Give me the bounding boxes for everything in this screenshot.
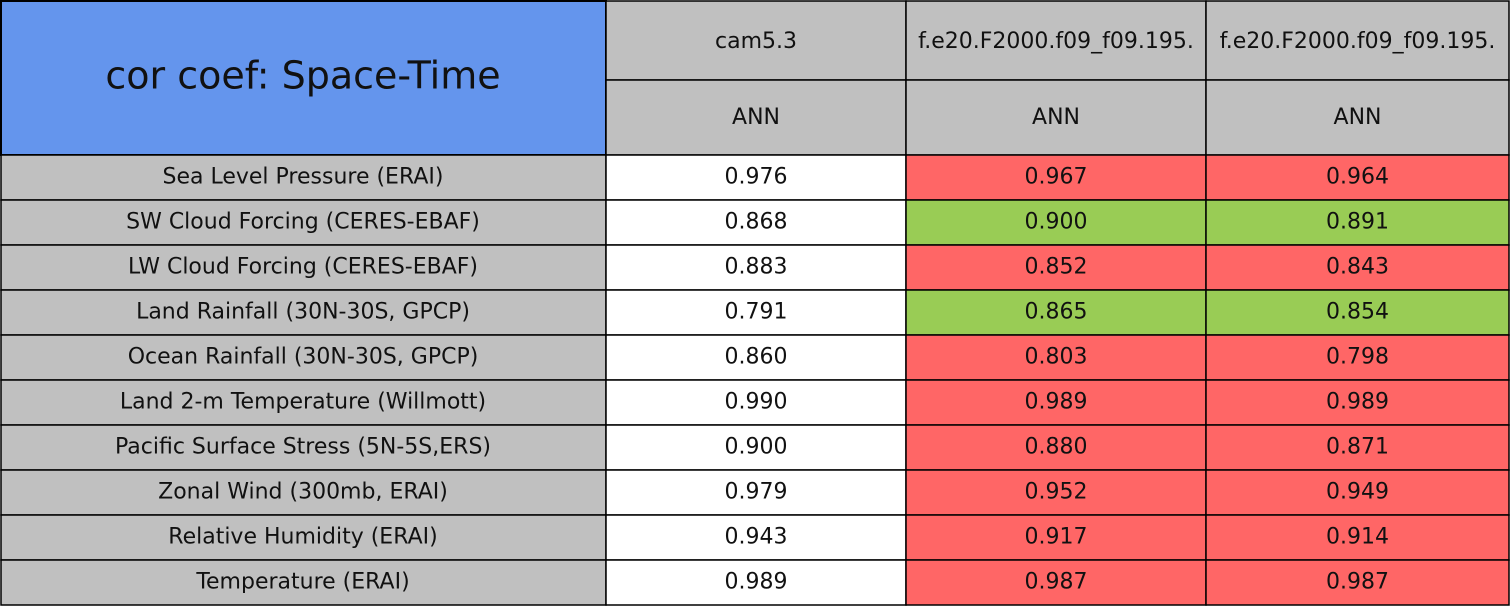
row-label: Ocean Rainfall (30N-30S, GPCP): [128, 345, 479, 370]
value-cell: [1205, 154, 1510, 201]
cell-value: 0.865: [1025, 300, 1088, 325]
row-label: SW Cloud Forcing (CERES-EBAF): [126, 210, 480, 235]
cell-value: 0.791: [725, 300, 788, 325]
column-season: ANN: [732, 105, 780, 130]
value-cell: [605, 334, 907, 381]
value-cell: [905, 289, 1207, 336]
header-cell: [605, 79, 907, 156]
cell-value: 0.979: [725, 480, 788, 505]
column-season: ANN: [1032, 105, 1080, 130]
value-cell: [605, 379, 907, 426]
header-cell: [905, 79, 1207, 156]
value-cell: [905, 154, 1207, 201]
value-cell: [605, 244, 907, 291]
cell-value: 0.843: [1326, 255, 1389, 280]
cell-value: 0.868: [725, 210, 788, 235]
value-cell: [1205, 379, 1510, 426]
cell-value: 0.976: [725, 165, 788, 190]
cell-value: 0.914: [1326, 525, 1389, 550]
row-label: LW Cloud Forcing (CERES-EBAF): [128, 255, 478, 280]
cell-value: 0.883: [725, 255, 788, 280]
table-title: cor coef: Space-Time: [105, 54, 500, 98]
value-cell: [905, 244, 1207, 291]
row-label: Land Rainfall (30N-30S, GPCP): [136, 300, 470, 325]
cell-value: 0.989: [1025, 390, 1088, 415]
cell-value: 0.880: [1025, 435, 1088, 460]
cell-value: 0.917: [1025, 525, 1088, 550]
value-cell: [1205, 244, 1510, 291]
row-label-cell: [0, 244, 607, 291]
cell-value: 0.949: [1326, 480, 1389, 505]
value-cell: [1205, 559, 1510, 606]
row-label: Land 2-m Temperature (Willmott): [120, 390, 486, 415]
title-cell: [0, 0, 607, 156]
row-label: Pacific Surface Stress (5N-5S,ERS): [115, 435, 491, 460]
row-label: Relative Humidity (ERAI): [168, 525, 437, 550]
cell-value: 0.967: [1025, 165, 1088, 190]
cell-value: 0.798: [1326, 345, 1389, 370]
cell-value: 0.987: [1025, 570, 1088, 595]
row-label-cell: [0, 289, 607, 336]
cell-value: 0.989: [725, 570, 788, 595]
row-label-cell: [0, 199, 607, 246]
value-cell: [605, 289, 907, 336]
cell-value: 0.860: [725, 345, 788, 370]
cell-value: 0.989: [1326, 390, 1389, 415]
cell-value: 0.952: [1025, 480, 1088, 505]
cell-value: 0.803: [1025, 345, 1088, 370]
header-cell: [1205, 0, 1510, 81]
value-cell: [1205, 514, 1510, 561]
row-label-cell: [0, 469, 607, 516]
value-cell: [905, 559, 1207, 606]
value-cell: [1205, 334, 1510, 381]
value-cell: [605, 559, 907, 606]
column-season: ANN: [1334, 105, 1382, 130]
value-cell: [905, 514, 1207, 561]
cell-value: 0.987: [1326, 570, 1389, 595]
column-name: f.e20.F2000.f09_f09.195.: [918, 29, 1194, 54]
column-name: cam5.3: [715, 29, 797, 54]
row-label-cell: [0, 154, 607, 201]
row-label: Sea Level Pressure (ERAI): [163, 165, 444, 190]
value-cell: [605, 469, 907, 516]
cell-value: 0.943: [725, 525, 788, 550]
cell-value: 0.900: [1025, 210, 1088, 235]
cell-value: 0.891: [1326, 210, 1389, 235]
row-label: Zonal Wind (300mb, ERAI): [158, 480, 448, 505]
row-label: Temperature (ERAI): [195, 570, 409, 595]
value-cell: [1205, 469, 1510, 516]
cell-value: 0.900: [725, 435, 788, 460]
cell-value: 0.852: [1025, 255, 1088, 280]
header-cell: [905, 0, 1207, 81]
row-label-cell: [0, 514, 607, 561]
header-cell: [605, 0, 907, 81]
cell-value: 0.990: [725, 390, 788, 415]
row-label-cell: [0, 379, 607, 426]
value-cell: [1205, 289, 1510, 336]
cell-value: 0.854: [1326, 300, 1389, 325]
cell-value: 0.964: [1326, 165, 1389, 190]
column-name: f.e20.F2000.f09_f09.195.: [1220, 29, 1496, 54]
value-cell: [905, 199, 1207, 246]
cell-value: 0.871: [1326, 435, 1389, 460]
